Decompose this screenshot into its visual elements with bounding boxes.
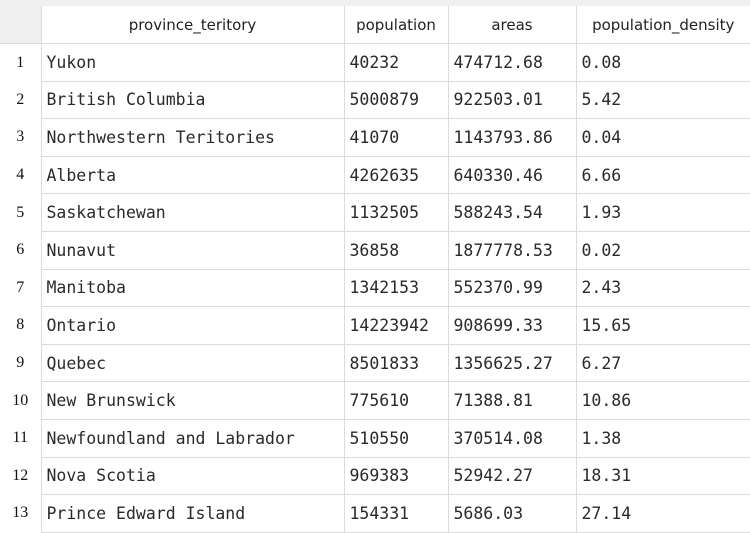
cell-province-teritory[interactable]: British Columbia xyxy=(41,81,345,120)
cell-population-density[interactable]: 6.66 xyxy=(576,156,750,195)
cell-province-teritory[interactable]: Alberta xyxy=(41,156,345,195)
row-index: 8 xyxy=(0,306,42,345)
cell-province-teritory[interactable]: Quebec xyxy=(41,344,345,383)
cell-population[interactable]: 41070 xyxy=(344,118,449,157)
cell-province-teritory[interactable]: Ontario xyxy=(41,306,345,345)
cell-province-teritory[interactable]: Saskatchewan xyxy=(41,193,345,232)
cell-areas[interactable]: 5686.03 xyxy=(448,494,577,533)
data-table: province_teritory population areas popul… xyxy=(0,6,750,533)
cell-areas[interactable]: 552370.99 xyxy=(448,269,577,308)
cell-areas[interactable]: 922503.01 xyxy=(448,81,577,120)
cell-areas[interactable]: 370514.08 xyxy=(448,419,577,458)
cell-areas[interactable]: 52942.27 xyxy=(448,457,577,496)
cell-areas[interactable]: 1143793.86 xyxy=(448,118,577,157)
row-index: 1 xyxy=(0,43,42,82)
row-index-header xyxy=(0,6,42,44)
cell-population-density[interactable]: 10.86 xyxy=(576,381,750,420)
cell-areas[interactable]: 474712.68 xyxy=(448,43,577,82)
cell-population[interactable]: 4262635 xyxy=(344,156,449,195)
table-row[interactable]: 8 Ontario 14223942 908699.33 15.65 xyxy=(0,306,750,345)
table-row[interactable]: 2 British Columbia 5000879 922503.01 5.42 xyxy=(0,81,750,120)
cell-population-density[interactable]: 5.42 xyxy=(576,81,750,120)
top-strip xyxy=(0,0,750,6)
cell-population-density[interactable]: 18.31 xyxy=(576,457,750,496)
row-index: 5 xyxy=(0,193,42,232)
table-body: 1 Yukon 40232 474712.68 0.08 2 British Columbi… xyxy=(0,43,750,533)
cell-population[interactable]: 1342153 xyxy=(344,269,449,308)
row-index: 7 xyxy=(0,269,42,307)
cell-province-teritory[interactable]: Nova Scotia xyxy=(41,457,345,496)
cell-population[interactable]: 36858 xyxy=(344,231,449,270)
column-header-province-teritory[interactable]: province_teritory xyxy=(41,6,345,44)
cell-population[interactable]: 5000879 xyxy=(344,81,449,120)
table-row[interactable]: 10 New Brunswick 775610 71388.81 10.86 xyxy=(0,381,750,420)
row-index: 13 xyxy=(0,494,42,533)
cell-province-teritory[interactable]: Manitoba xyxy=(41,269,345,308)
table-row[interactable]: 6 Nunavut 36858 1877778.53 0.02 xyxy=(0,231,750,270)
table-row[interactable]: 11 Newfoundland and Labrador 510550 370514.… xyxy=(0,419,750,458)
table-row[interactable]: 9 Quebec 8501833 1356625.27 6.27 xyxy=(0,344,750,383)
cell-province-teritory[interactable]: Newfoundland and Labrador xyxy=(41,419,345,458)
table-row[interactable]: 13 Prince Edward Island 154331 5686.03 27.14 xyxy=(0,494,750,533)
cell-population[interactable]: 1132505 xyxy=(344,193,449,232)
cell-population-density[interactable]: 6.27 xyxy=(576,344,750,383)
cell-areas[interactable]: 588243.54 xyxy=(448,193,577,232)
column-header-areas[interactable]: areas xyxy=(448,6,577,44)
table-row[interactable]: 3 Northwestern Teritories 41070 1143793.86 0… xyxy=(0,118,750,157)
row-index: 6 xyxy=(0,231,42,270)
table-row[interactable]: 4 Alberta 4262635 640330.46 6.66 xyxy=(0,156,750,195)
row-index: 11 xyxy=(0,419,42,458)
cell-population-density[interactable]: 2.43 xyxy=(576,269,750,308)
cell-population-density[interactable]: 0.08 xyxy=(576,43,750,82)
cell-population[interactable]: 510550 xyxy=(344,419,449,458)
column-header-population[interactable]: population xyxy=(344,6,449,44)
table-row[interactable]: 1 Yukon 40232 474712.68 0.08 xyxy=(0,43,750,82)
cell-population-density[interactable]: 0.04 xyxy=(576,118,750,157)
cell-population-density[interactable]: 15.65 xyxy=(576,306,750,345)
cell-population-density[interactable]: 27.14 xyxy=(576,494,750,533)
cell-province-teritory[interactable]: New Brunswick xyxy=(41,381,345,420)
row-index: 2 xyxy=(0,81,42,119)
cell-population[interactable]: 969383 xyxy=(344,457,449,496)
cell-population-density[interactable]: 1.93 xyxy=(576,193,750,232)
row-index: 9 xyxy=(0,344,42,382)
cell-population[interactable]: 154331 xyxy=(344,494,449,533)
cell-province-teritory[interactable]: Yukon xyxy=(41,43,345,82)
table-row[interactable]: 7 Manitoba 1342153 552370.99 2.43 xyxy=(0,269,750,308)
cell-province-teritory[interactable]: Nunavut xyxy=(41,231,345,270)
cell-areas[interactable]: 908699.33 xyxy=(448,306,577,345)
column-header-population-density[interactable]: population_density xyxy=(576,6,750,44)
cell-areas[interactable]: 1877778.53 xyxy=(448,231,577,270)
header-row: province_teritory population areas popul… xyxy=(0,6,750,44)
cell-areas[interactable]: 640330.46 xyxy=(448,156,577,195)
row-index: 4 xyxy=(0,156,42,194)
table-row[interactable]: 12 Nova Scotia 969383 52942.27 18.31 xyxy=(0,457,750,496)
row-index: 12 xyxy=(0,457,42,495)
cell-population-density[interactable]: 0.02 xyxy=(576,231,750,270)
row-index: 3 xyxy=(0,118,42,157)
table-row[interactable]: 5 Saskatchewan 1132505 588243.54 1.93 xyxy=(0,193,750,232)
cell-population[interactable]: 775610 xyxy=(344,381,449,420)
cell-province-teritory[interactable]: Prince Edward Island xyxy=(41,494,345,533)
cell-areas[interactable]: 71388.81 xyxy=(448,381,577,420)
row-index: 10 xyxy=(0,381,42,420)
cell-population[interactable]: 14223942 xyxy=(344,306,449,345)
cell-areas[interactable]: 1356625.27 xyxy=(448,344,577,383)
cell-population[interactable]: 8501833 xyxy=(344,344,449,383)
cell-population-density[interactable]: 1.38 xyxy=(576,419,750,458)
cell-province-teritory[interactable]: Northwestern Teritories xyxy=(41,118,345,157)
cell-population[interactable]: 40232 xyxy=(344,43,449,82)
